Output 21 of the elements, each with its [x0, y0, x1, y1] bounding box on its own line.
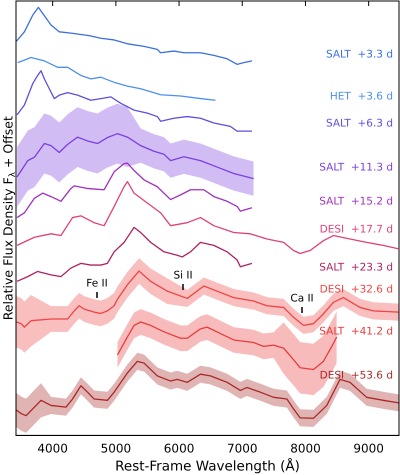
text: SALT +3.3 d	[326, 48, 393, 61]
text: SALT +11.3 d	[319, 162, 393, 174]
series-label: SALT +41.2 d	[319, 326, 393, 338]
x-tick-label: 6000	[164, 442, 194, 456]
annotation: Si II	[173, 269, 193, 282]
text: SALT +6.3 d	[326, 118, 393, 130]
text: SALT +23.3 d	[319, 262, 393, 274]
series-label: DESI +17.7 d	[320, 224, 393, 236]
text: SALT +15.2 d	[319, 196, 393, 208]
annotation: Ca II	[290, 292, 314, 304]
y-axis-title: Relative Flux Density Fλ + Offset	[0, 116, 18, 320]
x-tick-label: 5000	[100, 442, 132, 456]
series-label: DESI +32.6 d	[320, 284, 393, 296]
x-axis-title: Rest-Frame Wavelength (Å)	[115, 457, 300, 474]
annotation: Fe II	[86, 277, 108, 290]
x-tick-label: 7000	[226, 442, 258, 456]
x-tick-label: 4000	[37, 442, 68, 456]
text: HET +3.6 d	[330, 90, 393, 103]
x-tick-label: 9000	[353, 442, 384, 456]
x-tick-label: 8000	[290, 442, 321, 456]
series-label: DESI +53.6 d	[320, 370, 393, 382]
